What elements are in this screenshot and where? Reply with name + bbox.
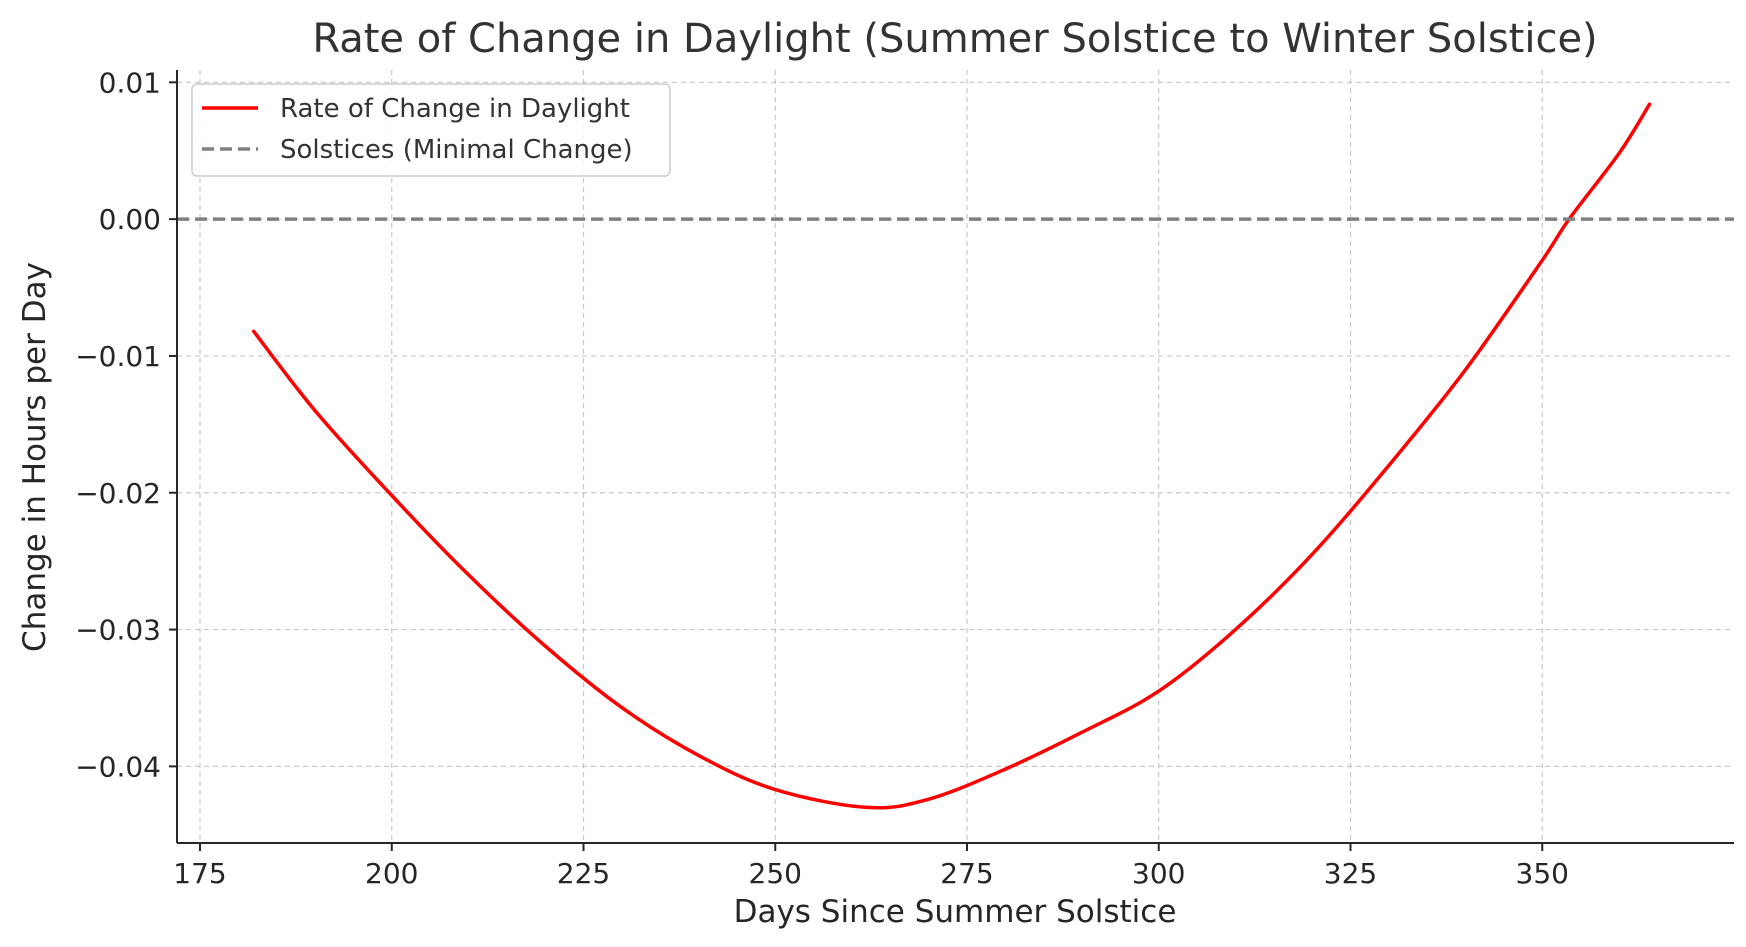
legend: Rate of Change in Daylight Solstices (Mi… bbox=[191, 83, 671, 177]
series-group bbox=[177, 102, 1734, 810]
y-axis-label: Change in Hours per Day bbox=[17, 262, 53, 652]
y-tick-label: −0.02 bbox=[75, 477, 161, 510]
y-tick-label: −0.04 bbox=[75, 750, 161, 783]
axes bbox=[176, 70, 1734, 844]
x-axis-label: Days Since Summer Solstice bbox=[734, 894, 1177, 930]
y-tick-label: 0.01 bbox=[99, 66, 161, 99]
x-tick-label: 250 bbox=[749, 857, 802, 890]
x-tick-label: 225 bbox=[557, 857, 610, 890]
legend-label-solstices: Solstices (Minimal Change) bbox=[280, 135, 633, 165]
y-ticks: −0.04 −0.03 −0.02 −0.01 0.00 0.01 bbox=[75, 66, 177, 783]
legend-label-rate: Rate of Change in Daylight bbox=[280, 94, 630, 124]
x-tick-label: 275 bbox=[940, 857, 993, 890]
y-tick-label: −0.01 bbox=[75, 340, 161, 373]
x-ticks: 175 200 225 250 275 300 325 350 bbox=[173, 843, 1569, 890]
y-tick-label: −0.03 bbox=[75, 614, 161, 647]
x-tick-label: 200 bbox=[365, 857, 418, 890]
chart-title: Rate of Change in Daylight (Summer Solst… bbox=[312, 16, 1597, 62]
y-tick-label: 0.00 bbox=[99, 203, 161, 236]
x-tick-label: 175 bbox=[173, 857, 226, 890]
x-tick-label: 325 bbox=[1324, 857, 1377, 890]
rate-of-change-line bbox=[251, 102, 1652, 810]
x-tick-label: 350 bbox=[1516, 857, 1569, 890]
legend-box bbox=[191, 83, 671, 177]
x-tick-label: 300 bbox=[1132, 857, 1185, 890]
grid bbox=[177, 70, 1734, 843]
